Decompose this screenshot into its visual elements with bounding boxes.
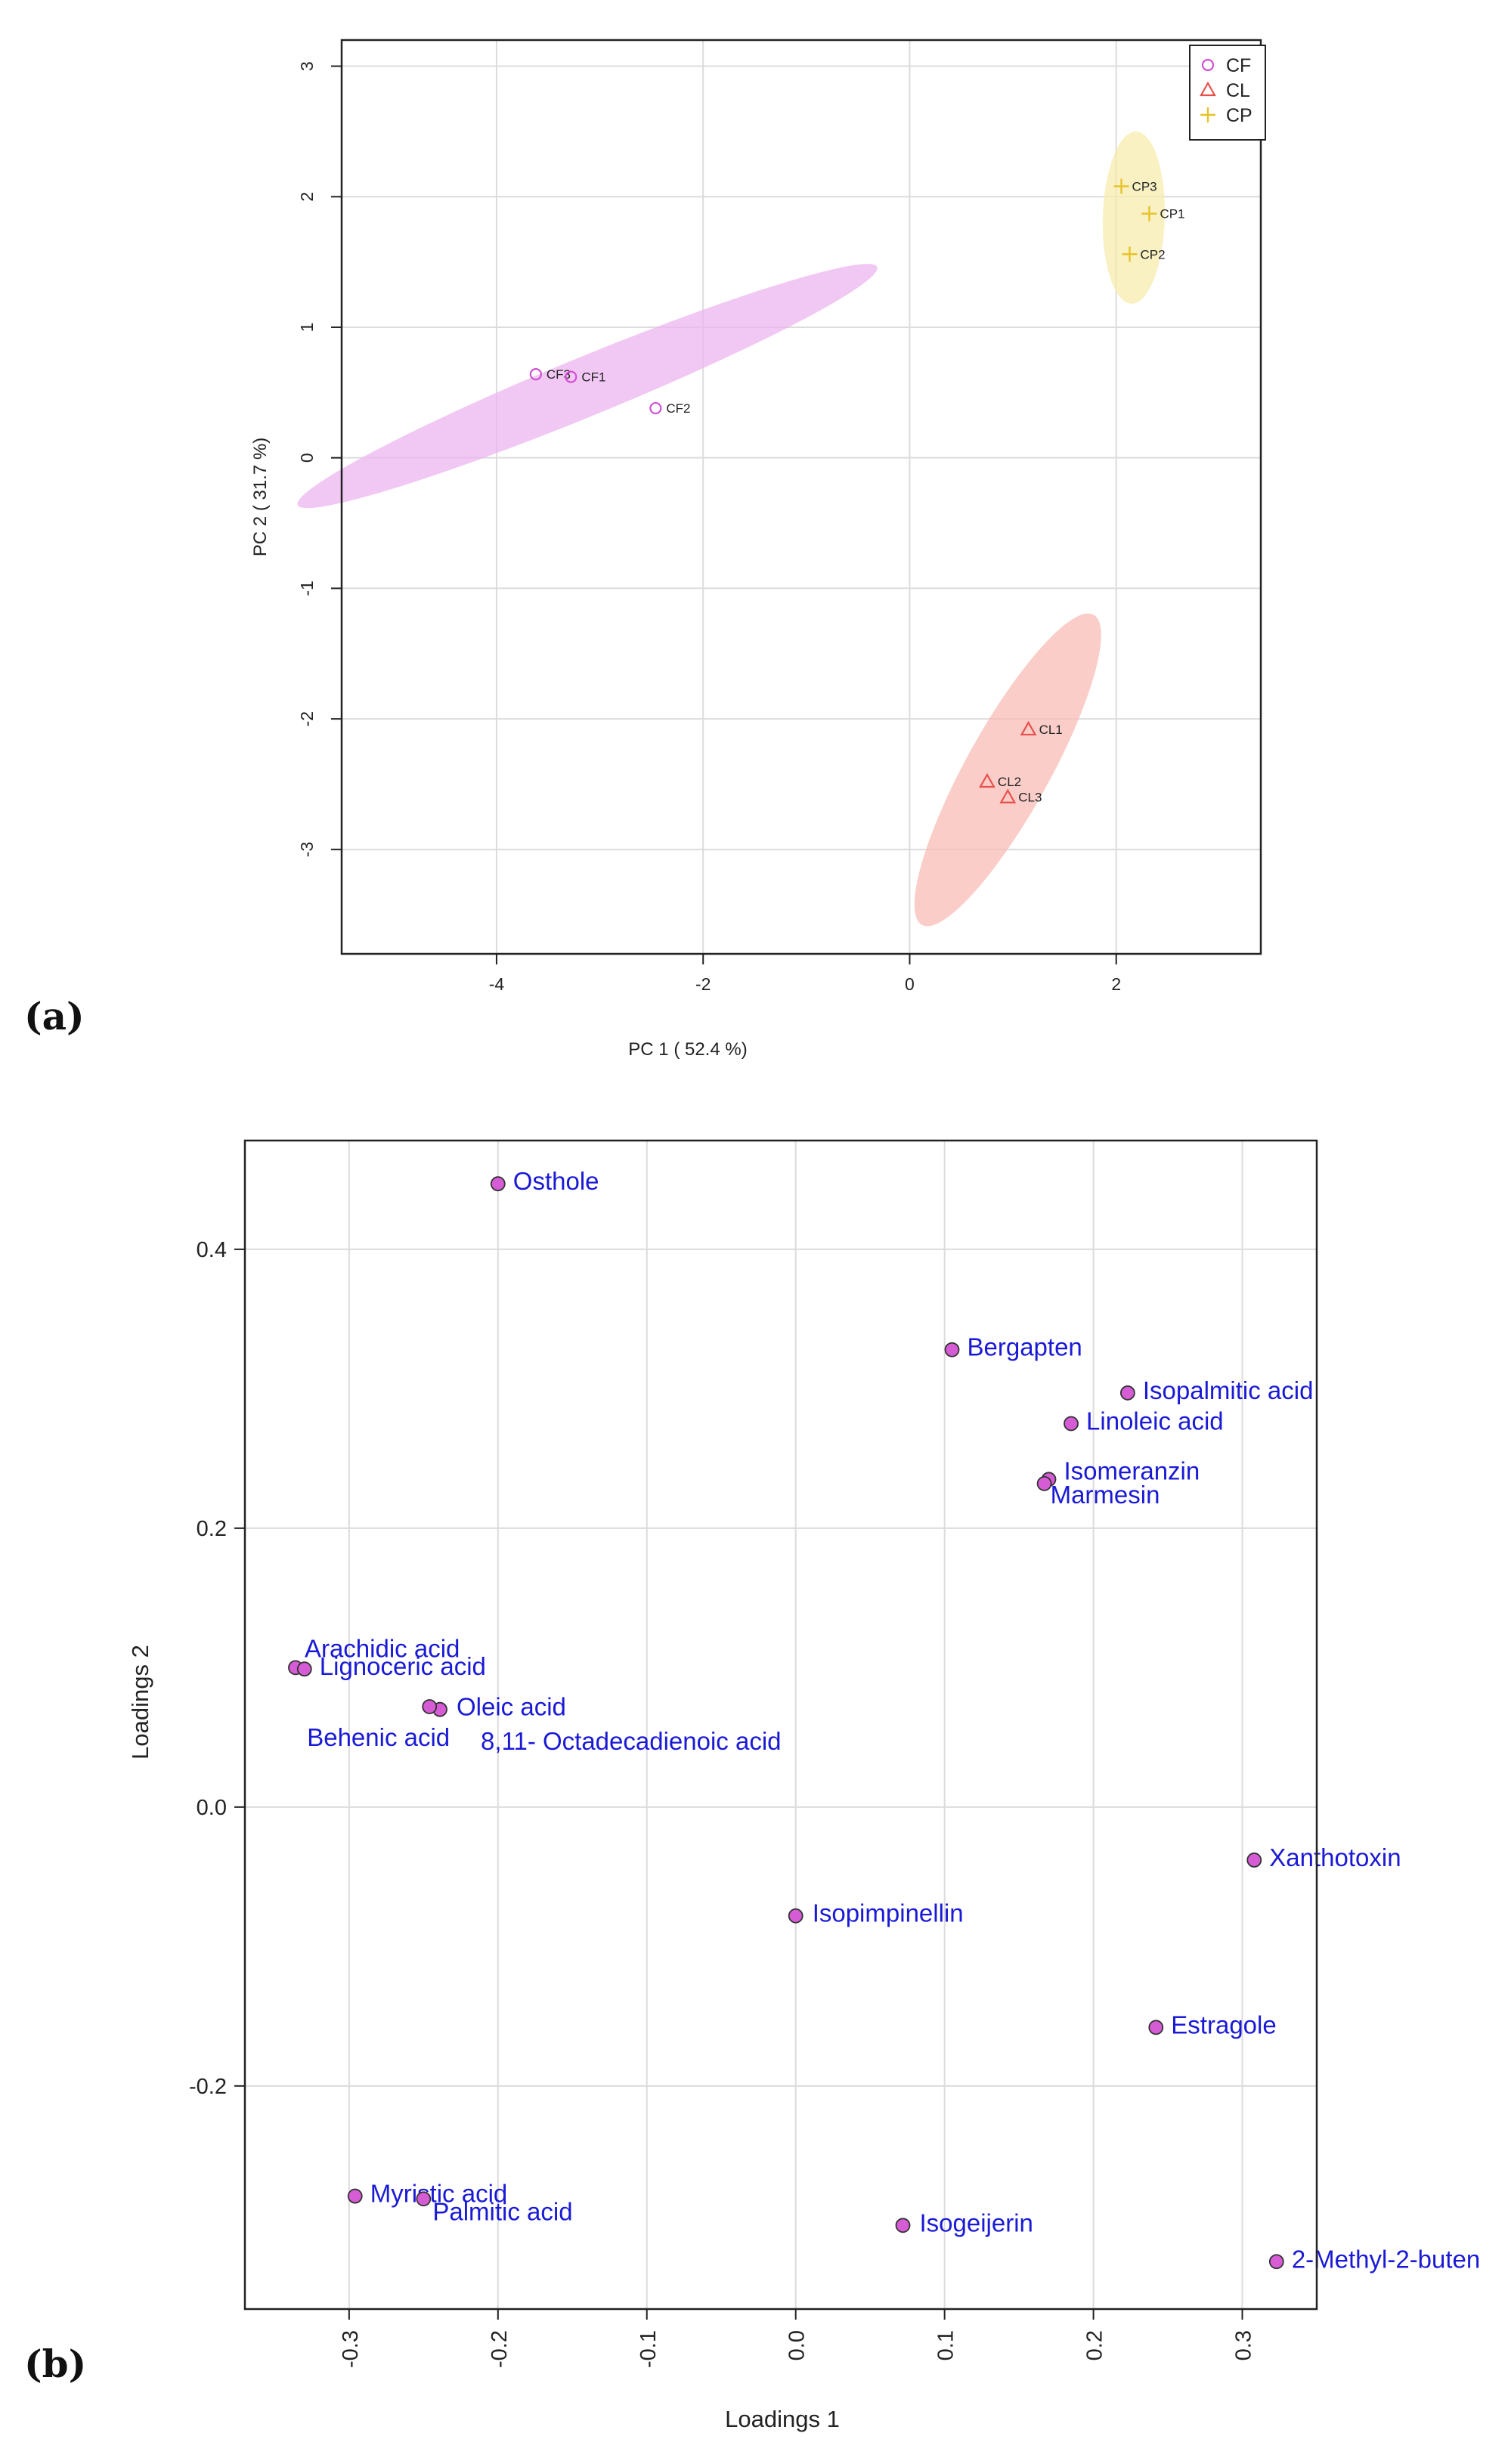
loading-point-marmesin <box>1036 1475 1052 1491</box>
y-tick-label: 2 <box>297 192 317 202</box>
loading-label-isomeranzin: Isomeranzin <box>1064 1456 1200 1484</box>
point-label-cl3: CL3 <box>1018 791 1042 805</box>
loading-label-linoleic-acid: Linoleic acid <box>1086 1407 1224 1435</box>
data-point-cf1 <box>565 370 577 383</box>
loading-label-isogeijerin: Isogeijerin <box>919 2209 1033 2236</box>
legend-symbol-cf <box>1201 58 1215 72</box>
point-label-cl2: CL2 <box>998 775 1021 789</box>
y-tick-label: 0.2 <box>197 1517 227 1541</box>
point-label-cf3: CF3 <box>546 367 571 382</box>
loading-label-isopimpinellin: Isopimpinellin <box>813 1899 964 1927</box>
y-tick-label: 0.4 <box>197 1238 227 1262</box>
x-axis-label: PC 1 ( 52.4 %) <box>628 1039 747 1060</box>
loading-point-palmitic-acid <box>416 2191 432 2207</box>
plot-frame <box>340 39 1262 955</box>
y-tick-label: 0.0 <box>197 1796 227 1820</box>
loading-label-behenic-acid: Behenic acid <box>307 1723 450 1751</box>
confidence-ellipse-cf <box>297 264 878 509</box>
loading-label-marmesin: Marmesin <box>1051 1481 1160 1509</box>
legend-label-cf: CF <box>1226 55 1251 76</box>
loading-point-xanthotoxin <box>1246 1853 1262 1868</box>
x-tick-label: -4 <box>489 974 505 994</box>
loading-point-isopalmitic-acid <box>1119 1385 1135 1401</box>
data-point-cf3 <box>529 368 542 381</box>
panel-label-a: (a) <box>24 994 85 1039</box>
loading-point-bergapten <box>944 1342 960 1357</box>
loading-point-lignoceric-acid <box>296 1661 312 1677</box>
data-point-cp1 <box>1141 206 1157 221</box>
x-axis-label: Loadings 1 <box>725 2406 840 2432</box>
confidence-ellipse-cp <box>1102 131 1166 304</box>
data-point-cl2 <box>979 772 995 788</box>
loading-label-8-11-octadecadienoic-acid: 8,11- Octadecadienoic acid <box>481 1727 781 1755</box>
x-tick-label: -2 <box>695 974 711 994</box>
point-label-cf1: CF1 <box>581 370 605 385</box>
loading-point-2-methyl-2-buten <box>1268 2254 1284 2270</box>
y-axis-label: Loadings 2 <box>127 1645 153 1760</box>
plot-frame <box>243 1139 1318 2311</box>
y-tick-label: -0.2 <box>189 2075 227 2099</box>
data-point-cp3 <box>1113 178 1129 194</box>
loading-label-oleic-acid: Oleic acid <box>457 1693 566 1721</box>
loading-label-bergapten: Bergapten <box>967 1333 1082 1361</box>
point-label-cp2: CP2 <box>1140 247 1165 262</box>
y-tick-label: -2 <box>297 711 317 726</box>
x-tick-label: 2 <box>1111 974 1121 994</box>
legend-symbol-cp <box>1200 107 1215 122</box>
legend-label-cl: CL <box>1226 80 1250 101</box>
loading-point-osthole <box>490 1176 506 1192</box>
y-tick-label: -1 <box>297 580 317 596</box>
y-axis-label: PC 2 ( 31.7 %) <box>250 438 271 556</box>
data-point-cl1 <box>1020 720 1037 736</box>
legend-symbol-cl <box>1200 81 1216 97</box>
data-point-cf2 <box>649 401 662 415</box>
point-label-cp3: CP3 <box>1132 179 1157 193</box>
loading-label-2-methyl-2-buten: 2-Methyl-2-buten <box>1292 2245 1480 2273</box>
confidence-ellipse-cl <box>914 613 1101 927</box>
y-tick-label: 0 <box>297 453 317 463</box>
loading-label-arachidic-acid: Arachidic acid <box>305 1634 460 1662</box>
x-tick-label: -0.1 <box>636 2330 661 2368</box>
point-label-cl1: CL1 <box>1039 723 1063 737</box>
loading-label-estragole: Estragole <box>1171 2011 1276 2038</box>
data-point-cl3 <box>999 788 1017 803</box>
legend-label-cp: CP <box>1226 105 1252 126</box>
y-tick-label: 3 <box>297 61 317 71</box>
loading-label-palmitic-acid: Palmitic acid <box>432 2197 572 2225</box>
x-tick-label: 0.0 <box>785 2330 810 2360</box>
x-tick-label: 0.1 <box>934 2330 958 2360</box>
x-tick-label: -0.3 <box>339 2330 363 2368</box>
loading-label-xanthotoxin: Xanthotoxin <box>1269 1843 1401 1871</box>
panel-label-b: (b) <box>24 2342 87 2386</box>
loading-label-myristic-acid: Myristic acid <box>370 2180 508 2208</box>
loading-label-lignoceric-acid: Lignoceric acid <box>320 1652 486 1680</box>
y-tick-label: -3 <box>297 842 317 857</box>
y-tick-label: 1 <box>297 323 317 333</box>
x-tick-label: -0.2 <box>488 2330 512 2368</box>
loading-point-estragole <box>1148 2020 1164 2035</box>
loading-point-linoleic-acid <box>1064 1416 1079 1432</box>
loading-point-isogeijerin <box>895 2218 911 2233</box>
loading-point-behenic-acid <box>422 1699 438 1714</box>
x-tick-label: 0 <box>905 974 915 994</box>
loading-label-isopalmitic-acid: Isopalmitic acid <box>1143 1376 1314 1404</box>
x-tick-label: 0.3 <box>1232 2330 1256 2360</box>
loading-point-myristic-acid <box>347 2188 363 2204</box>
loading-point-isopimpinellin <box>788 1908 803 1924</box>
data-point-cp2 <box>1122 246 1138 262</box>
x-tick-label: 0.2 <box>1083 2330 1107 2360</box>
loading-label-osthole: Osthole <box>513 1167 599 1195</box>
point-label-cf2: CF2 <box>666 401 690 416</box>
point-label-cp1: CP1 <box>1160 207 1184 221</box>
